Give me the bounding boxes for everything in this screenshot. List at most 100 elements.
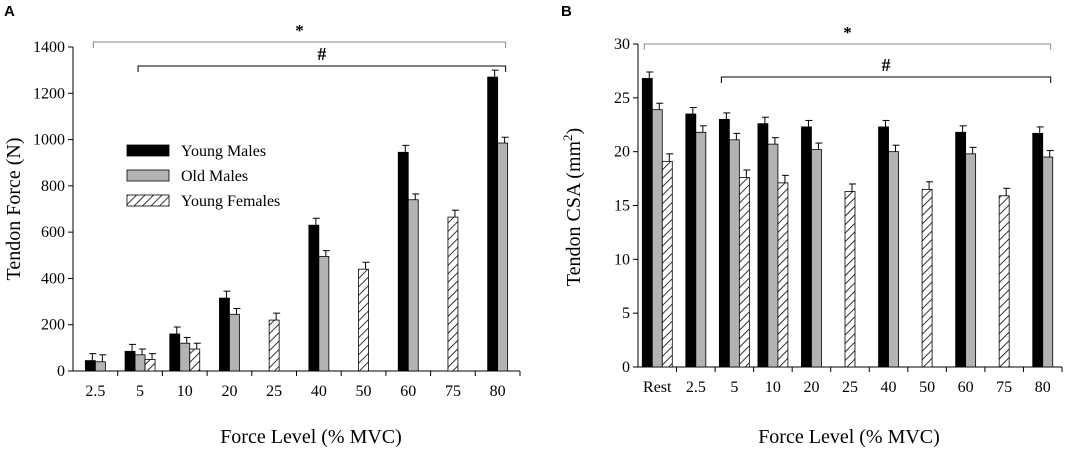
panel-b-bar-old-males-20 xyxy=(811,149,822,368)
panel-a-bar-old-males-10 xyxy=(179,342,191,372)
panel-a-bar-old-males-2.5 xyxy=(94,361,106,372)
panel-b-bar-old-males-Rest xyxy=(651,109,663,368)
panel-b-bar-young-males-2.5 xyxy=(685,113,697,368)
panel-a-bar-old-males-40 xyxy=(318,256,330,372)
panel-a-bar-old-males-60 xyxy=(407,199,419,372)
panel-b-y-tick-label: 25 xyxy=(614,90,630,107)
panel-a-bar-young-females-50 xyxy=(358,268,369,372)
panel-a-bar-old-males-5 xyxy=(134,354,146,372)
panel-b-bar-old-males-60 xyxy=(965,153,977,368)
panel-a-bar-young-males-80 xyxy=(487,76,499,372)
legend-label-old-males: Old Males xyxy=(181,168,248,185)
panel-a-x-tick-label: 80 xyxy=(490,383,506,400)
panel-b-y-tick-label: 15 xyxy=(614,198,630,215)
legend-swatch-young-males xyxy=(126,144,170,157)
panel-b-y-tick-label: 0 xyxy=(622,359,630,376)
panel-a-ylabel: Tendon Force (N) xyxy=(3,138,25,281)
panel-a-bar-young-females-75 xyxy=(447,216,459,372)
panel-b-bar-old-males-5 xyxy=(728,139,740,368)
panel-b-significance-bracket xyxy=(643,43,1052,50)
panel-a-y-tick-label: 800 xyxy=(41,178,65,195)
panel-b-bar-young-females-Rest xyxy=(661,160,673,368)
panel-a-x-tick-label: 60 xyxy=(400,383,416,400)
legend-swatch-young-females xyxy=(126,194,170,207)
panel-a-plot: 0 200 400 600 800 1000 1200 1400 2.5 5 10 20 25 40 50 6… xyxy=(33,21,521,400)
panel-a-x-tick-label: 2.5 xyxy=(85,383,105,400)
panel-a-bar-young-males-60 xyxy=(397,151,409,372)
panel-a-significance-symbol: * xyxy=(295,21,304,40)
panel-a-bar-young-females-10 xyxy=(189,348,201,372)
panel-b-bar-young-females-10 xyxy=(777,182,789,368)
panel-b-x-tick-label: 2.5 xyxy=(686,379,706,396)
panel-a-y-tick-label: 200 xyxy=(41,317,65,334)
legend-label-young-males: Young Males xyxy=(181,143,266,160)
panel-b-bar-young-males-80 xyxy=(1032,132,1044,368)
panel-a-y-tick-label: 0 xyxy=(57,363,65,380)
panel-b-x-tick-label: 80 xyxy=(1035,379,1051,396)
panel-b-ylabel-sup: 2 xyxy=(560,134,575,141)
panel-b-y-tick-label: 10 xyxy=(614,251,630,268)
panel-b-x-tick-label: 5 xyxy=(730,379,738,396)
panel-a-bar-young-males-10 xyxy=(169,333,181,372)
panel-b-bar-young-males-60 xyxy=(955,131,967,368)
panel-a-y-tick-label: 1200 xyxy=(33,85,65,102)
panel-b-bar-old-males-2.5 xyxy=(695,131,707,368)
panel-b-y-tick-label: 20 xyxy=(614,144,630,161)
panel-b-plot: 0 5 10 15 20 25 30 Rest 2.5 5 10 20 25 40 50 60 75 80 * # xyxy=(614,23,1063,396)
panel-b-bar-young-males-20 xyxy=(801,126,812,368)
panel-b-ylabel-main: Tendon CSA (mm xyxy=(563,141,585,287)
panel-a-bar-young-males-20 xyxy=(219,297,230,372)
panel-b-xlabel: Force Level (% MVC) xyxy=(758,426,940,448)
panel-b-x-tick-label: 10 xyxy=(765,379,781,396)
panel-b-label: B xyxy=(561,3,572,20)
panel-a-x-tick-label: 20 xyxy=(221,383,237,400)
panel-b-bar-young-females-50 xyxy=(921,188,933,368)
panel-b-significance-symbol: * xyxy=(843,23,852,42)
panel-a-bar-young-males-2.5 xyxy=(84,360,96,372)
panel-b-bar-young-females-75 xyxy=(998,195,1010,368)
panel-b-y-tick-label: 30 xyxy=(614,36,630,53)
panel-a-x-tick-label: 10 xyxy=(177,383,193,400)
legend-swatch-old-males xyxy=(126,169,170,182)
panel-a-bar-young-females-25 xyxy=(268,319,280,372)
panel-a-x-tick-label: 5 xyxy=(136,383,144,400)
panel-b-x-tick-label: Rest xyxy=(643,379,672,396)
panel-a-x-tick-label: 40 xyxy=(311,383,327,400)
panel-b-x-tick-label: 20 xyxy=(803,379,819,396)
panel-a-xlabel: Force Level (% MVC) xyxy=(220,426,402,448)
panel-b-x-tick-label: 60 xyxy=(958,379,974,396)
panel-a-significance-bracket xyxy=(92,41,507,48)
panel-a-x-tick-label: 50 xyxy=(356,383,372,400)
panel-b-ylabel-end: ) xyxy=(563,128,585,135)
panel-a-bar-young-males-40 xyxy=(308,224,320,372)
panel-b-x-tick-label: 50 xyxy=(919,379,935,396)
panel-a-bar-old-males-80 xyxy=(497,142,509,372)
panel-b-y-tick-label: 5 xyxy=(622,305,630,322)
panel-b-x-tick-label: 75 xyxy=(996,379,1012,396)
panel-b-bar-young-males-Rest xyxy=(641,78,653,368)
panel-a-bar-young-females-5 xyxy=(144,359,156,372)
panel-b-significance-bracket xyxy=(720,76,1052,83)
panel-b-significance-symbol: # xyxy=(882,55,891,75)
panel-a-label: A xyxy=(4,3,15,20)
panel-a-bar-young-males-5 xyxy=(124,350,136,372)
panel-a-y-tick-label: 1000 xyxy=(33,132,65,149)
panel-b-bar-old-males-40 xyxy=(888,151,899,368)
panel-a-significance-symbol: # xyxy=(317,44,326,64)
panel-b-bar-young-females-5 xyxy=(738,177,750,368)
panel-a-y-tick-label: 600 xyxy=(41,224,65,241)
panel-b-bar-old-males-80 xyxy=(1042,156,1054,368)
panel-b-x-tick-label: 40 xyxy=(881,379,897,396)
panel-a-x-tick-label: 25 xyxy=(266,383,282,400)
panel-b-ylabel: Tendon CSA (mm2) xyxy=(560,128,585,286)
panel-a-y-tick-label: 1400 xyxy=(33,39,65,56)
panel-b-x-tick-label: 25 xyxy=(842,379,858,396)
legend-label-young-females: Young Females xyxy=(181,193,280,210)
panel-b-bar-young-males-40 xyxy=(878,126,889,368)
panel-b-bar-young-males-10 xyxy=(757,123,769,368)
panel-a-x-tick-label: 75 xyxy=(445,383,461,400)
panel-b-bar-old-males-10 xyxy=(767,143,779,368)
panel-a-y-tick-label: 400 xyxy=(41,270,65,287)
panel-b-bar-young-males-5 xyxy=(718,118,730,368)
